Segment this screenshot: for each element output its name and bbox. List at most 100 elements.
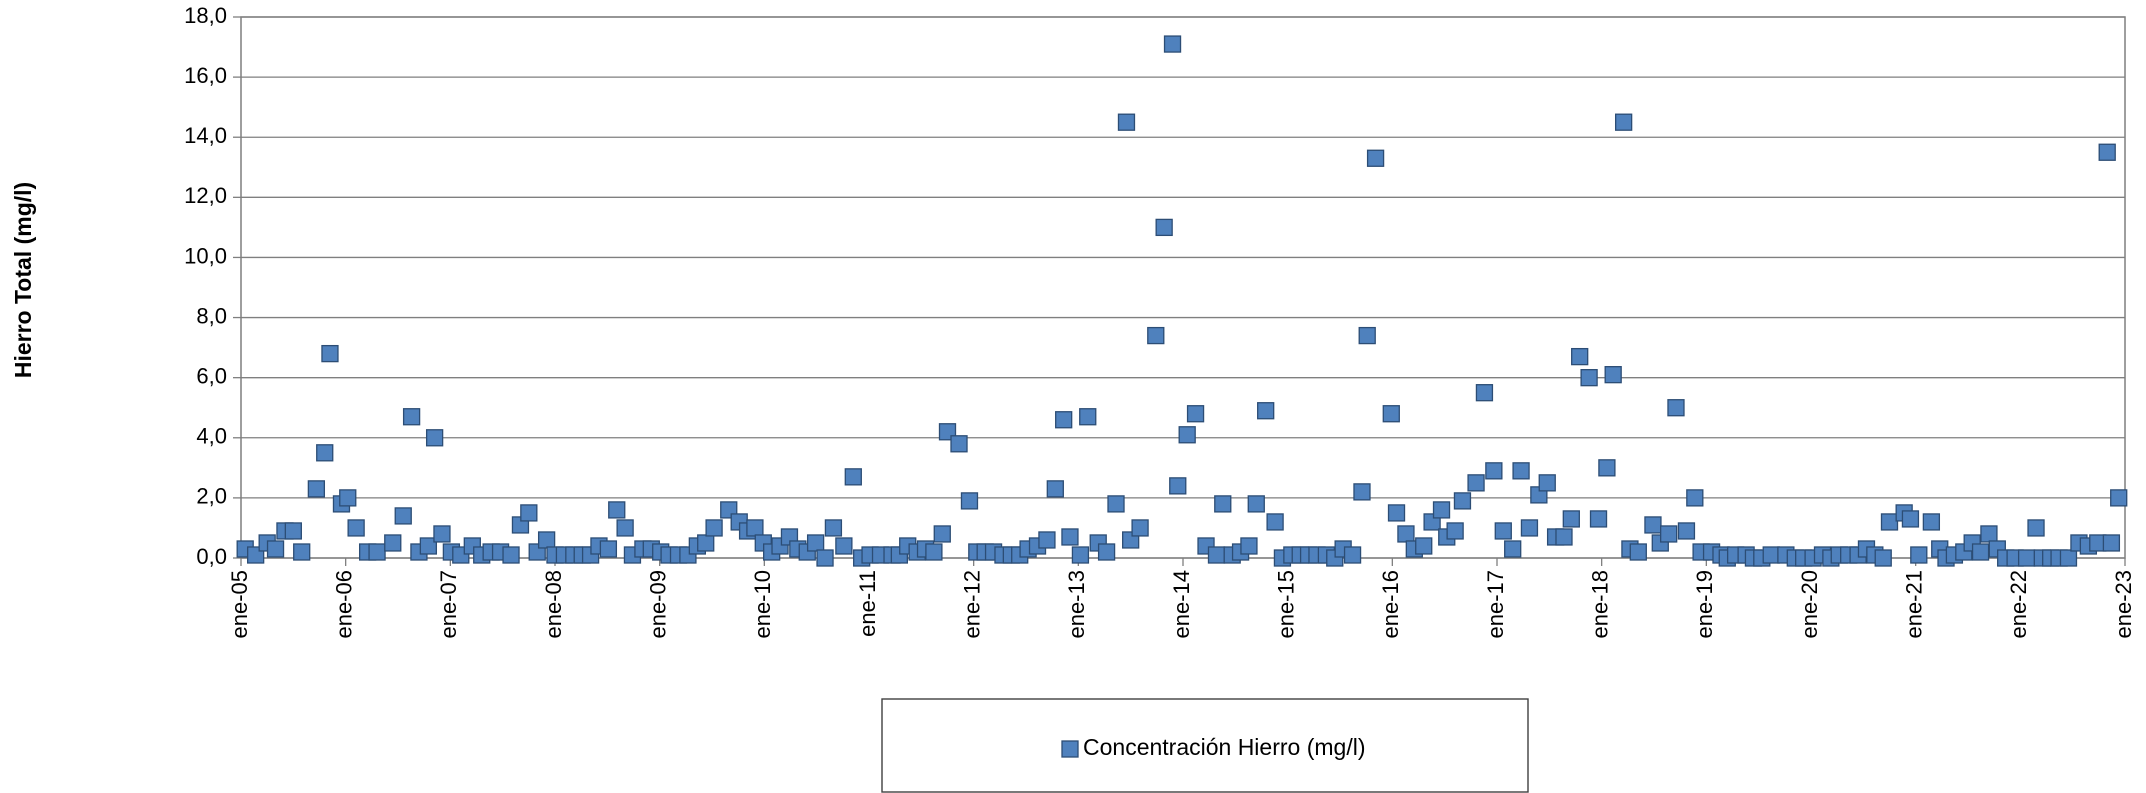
point [1358,326,1376,345]
point [599,540,618,558]
plot-frame [240,16,2126,559]
point [1538,474,1556,492]
y-tick-label: 14,0 [184,123,227,148]
legend-box [881,698,1529,793]
point [1038,531,1056,549]
point [806,534,825,552]
point [1504,540,1522,558]
point [746,519,764,537]
point [1155,218,1173,237]
x-tick-label: ene-12 [959,570,984,639]
point [1163,35,1182,53]
y-tick-label: 0,0 [196,544,227,569]
point [384,534,402,552]
x-tick-label: ene-23 [2111,570,2136,639]
point [608,501,626,519]
point [1614,113,1633,131]
point [1580,369,1598,387]
point [339,489,357,507]
point [1117,113,1136,131]
y-tick-label: 2,0 [196,484,227,509]
point [1971,543,1990,561]
point [394,507,412,525]
point [1397,525,1415,543]
point [1520,519,1539,537]
grid [241,16,2125,559]
point [1901,510,1920,528]
point [1353,483,1371,501]
point [1874,549,1892,567]
point [1453,492,1472,510]
point [2027,519,2045,537]
point [1240,537,1258,555]
point [266,540,285,558]
point [950,435,968,453]
point [284,522,302,540]
x-tick-label: ene-07 [436,570,461,639]
point [2098,143,2116,161]
y-tick-label: 16,0 [184,63,227,88]
x-tick-label: ene-06 [331,570,356,639]
point [1467,474,1485,492]
x-tick-label: ene-18 [1587,570,1612,639]
point [1071,546,1090,564]
x-tick-label: ene-05 [227,570,252,639]
point [1169,477,1187,495]
point [925,543,943,561]
point [368,543,386,561]
x-tick-label: ene-13 [1064,570,1089,639]
point [2017,549,2036,567]
y-tick-label: 18,0 [184,3,227,28]
point [1046,480,1064,498]
point [844,468,862,486]
point [1131,519,1149,537]
point [616,519,634,537]
x-tick-label: ene-15 [1273,570,1298,639]
point [1598,459,1616,477]
point [1055,411,1073,429]
point [419,537,438,555]
point [960,492,979,510]
y-tick-label: 8,0 [196,303,227,328]
point [1178,426,1196,444]
x-tick-label: ene-08 [541,570,566,639]
point [316,444,334,462]
y-tick-label: 12,0 [184,183,227,208]
y-tick-label: 10,0 [184,243,227,268]
point [502,546,520,564]
point [537,531,556,549]
point [1660,525,1678,543]
point [816,549,834,567]
legend-marker [1061,740,1079,758]
point [1214,495,1232,513]
point [1446,522,1464,540]
point [321,344,339,363]
point [347,519,365,537]
point [520,504,538,522]
point [1186,405,1205,423]
y-axis-title: Hierro Total (mg/l) [10,182,36,378]
x-tick-label: ene-09 [645,570,670,639]
x-tick-label: ene-17 [1483,570,1508,639]
point [1061,528,1079,546]
point [1079,408,1097,426]
point [697,534,715,552]
point [1677,522,1696,540]
point [1343,546,1362,564]
point [1432,501,1451,519]
point [402,408,421,426]
x-tick-label: ene-19 [1692,570,1717,639]
point [705,519,723,537]
point [2102,534,2121,552]
point [1604,366,1622,384]
point [1922,513,1941,531]
point [1207,546,1226,564]
point [2059,549,2078,567]
x-tick-label: ene-21 [1901,570,1926,639]
point [824,519,843,537]
point [1762,546,1780,564]
point [1382,405,1400,423]
point [1910,546,1928,564]
point [1147,326,1165,345]
point [1366,149,1385,167]
